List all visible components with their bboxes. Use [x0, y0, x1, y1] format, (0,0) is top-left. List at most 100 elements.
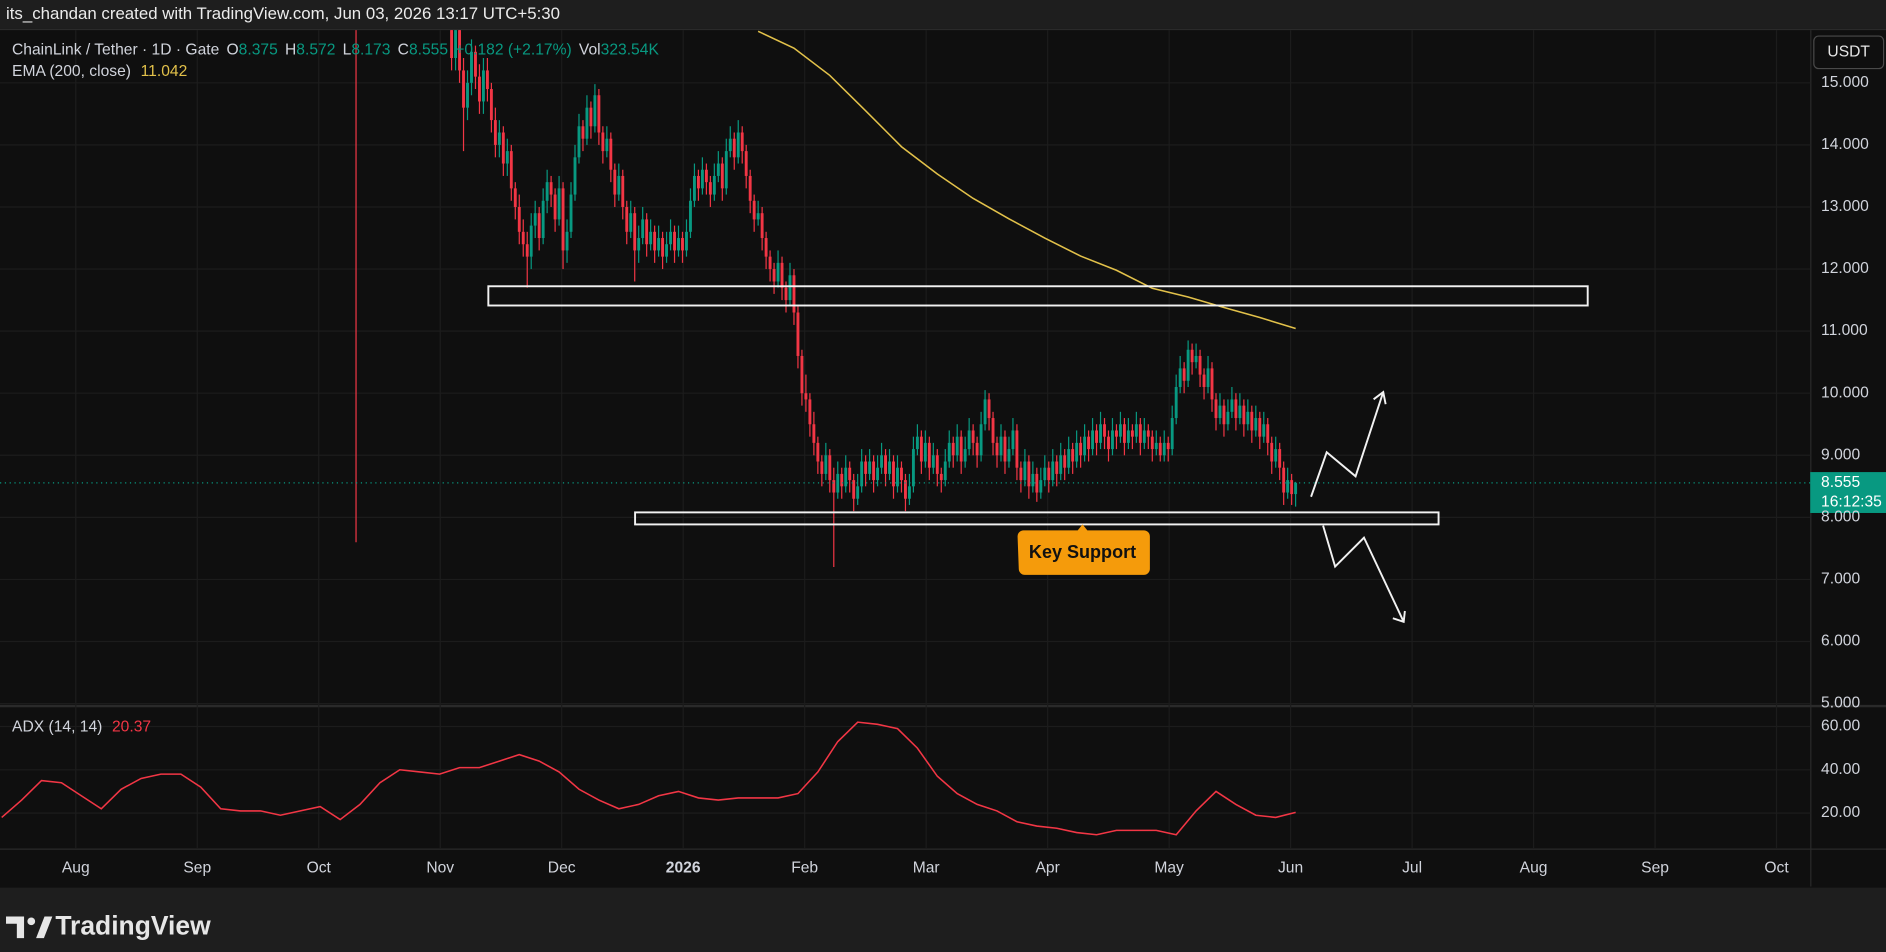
candle-body [832, 480, 836, 493]
candle-body [724, 151, 728, 189]
candle-body [569, 194, 573, 232]
candle-body [1134, 424, 1138, 437]
candle-body [1162, 442, 1166, 456]
y-tick-label: 9.000 [1821, 446, 1860, 463]
candle-body [549, 182, 553, 195]
candle-body [454, 30, 458, 59]
candle-body [1226, 411, 1230, 425]
x-tick-label: May [1154, 860, 1184, 877]
candle-body [1150, 436, 1154, 450]
candle-body [1254, 418, 1258, 431]
candle-body [792, 275, 796, 313]
candle-body [999, 436, 1003, 456]
candle-body [935, 455, 939, 474]
candle-body [975, 442, 979, 456]
candle-body [760, 213, 764, 239]
candle-body [911, 449, 915, 487]
candle-body [653, 231, 657, 251]
bearish-arrow [1322, 525, 1406, 624]
ema-name: EMA (200, close) [12, 63, 131, 80]
candle-body [804, 393, 808, 400]
candle-body [716, 163, 720, 176]
candle-body [740, 132, 744, 152]
candle-body [1146, 430, 1150, 437]
adx-line [1, 721, 1296, 836]
candle-body [1083, 436, 1087, 456]
price-pane [355, 30, 1298, 568]
candle-body [1202, 374, 1206, 388]
candle-body [1282, 467, 1286, 493]
candle-body [983, 399, 987, 425]
candle-body [1059, 455, 1063, 474]
candle-body [458, 30, 461, 71]
ema-legend: EMA (200, close) 11.042 [12, 63, 187, 80]
candle-body [1122, 424, 1126, 443]
adx-name: ADX (14, 14) [12, 719, 102, 736]
candle-body [1118, 424, 1122, 437]
x-tick-label: Oct [307, 860, 332, 877]
candle-body [645, 219, 649, 245]
y-tick-label: 10.000 [1821, 384, 1869, 401]
candle-body [597, 95, 601, 133]
candle-body [470, 51, 473, 83]
candle-body [625, 206, 629, 232]
candle-body [513, 188, 517, 207]
candle-body [1035, 473, 1039, 493]
x-tick-label: Oct [1764, 860, 1789, 877]
candle-body [1170, 418, 1174, 450]
candle-body [1198, 355, 1202, 375]
candle-body [943, 461, 947, 481]
candle-body [489, 89, 493, 121]
candle-body [1166, 442, 1170, 450]
candle-body [1286, 480, 1290, 493]
footer-brand: TradingView [55, 910, 211, 940]
ohlc-label: L [343, 42, 352, 59]
candle-body [509, 151, 513, 189]
candle-body [907, 486, 911, 499]
currency-label[interactable]: USDT [1827, 43, 1870, 60]
candle-body [493, 120, 497, 145]
candle-body [685, 231, 688, 251]
x-tick-label: Jun [1278, 860, 1303, 877]
ohlc-value: 8.375 [239, 42, 278, 59]
candle-body [525, 244, 529, 257]
candle-body [1178, 368, 1182, 388]
candle-body [1087, 436, 1091, 450]
candle-body [987, 399, 991, 419]
y-tick-label: 60.00 [1821, 718, 1860, 735]
ohlc-value: 8.572 [296, 42, 335, 59]
y-tick-label: 20.00 [1821, 804, 1860, 821]
candle-body [824, 455, 828, 474]
currency-button[interactable] [1813, 35, 1885, 70]
candle-body [1194, 355, 1198, 363]
candle-body [923, 442, 927, 462]
candle-body [1071, 449, 1075, 462]
candle-body [669, 231, 672, 245]
candle-body [844, 467, 848, 487]
candle-body [1079, 442, 1083, 456]
candle-body [1142, 430, 1146, 443]
candle-body [521, 231, 525, 245]
candle-body [915, 436, 919, 450]
candle-body [481, 70, 485, 102]
x-tick-label: Feb [791, 860, 818, 877]
candle-body [828, 455, 832, 481]
x-tick-label: Sep [1641, 860, 1669, 877]
candle-body [955, 436, 959, 456]
candle-body [581, 126, 585, 139]
candle-body [840, 473, 844, 487]
candle-body [1222, 405, 1226, 425]
legend: ChainLink / Tether · 1D · Gate O8.375 H8.5… [12, 42, 659, 59]
candle-body [1011, 430, 1015, 450]
candle-body [927, 442, 931, 468]
y-tick-label: 11.000 [1821, 322, 1868, 339]
candle-body [995, 442, 999, 456]
adx-pane [1, 721, 1296, 836]
ema-value: 11.042 [141, 63, 188, 80]
candle-body [1158, 442, 1162, 456]
candle-body [1174, 387, 1178, 419]
candle-body [478, 76, 481, 102]
candle-body [931, 455, 935, 468]
candle-body [505, 151, 509, 164]
